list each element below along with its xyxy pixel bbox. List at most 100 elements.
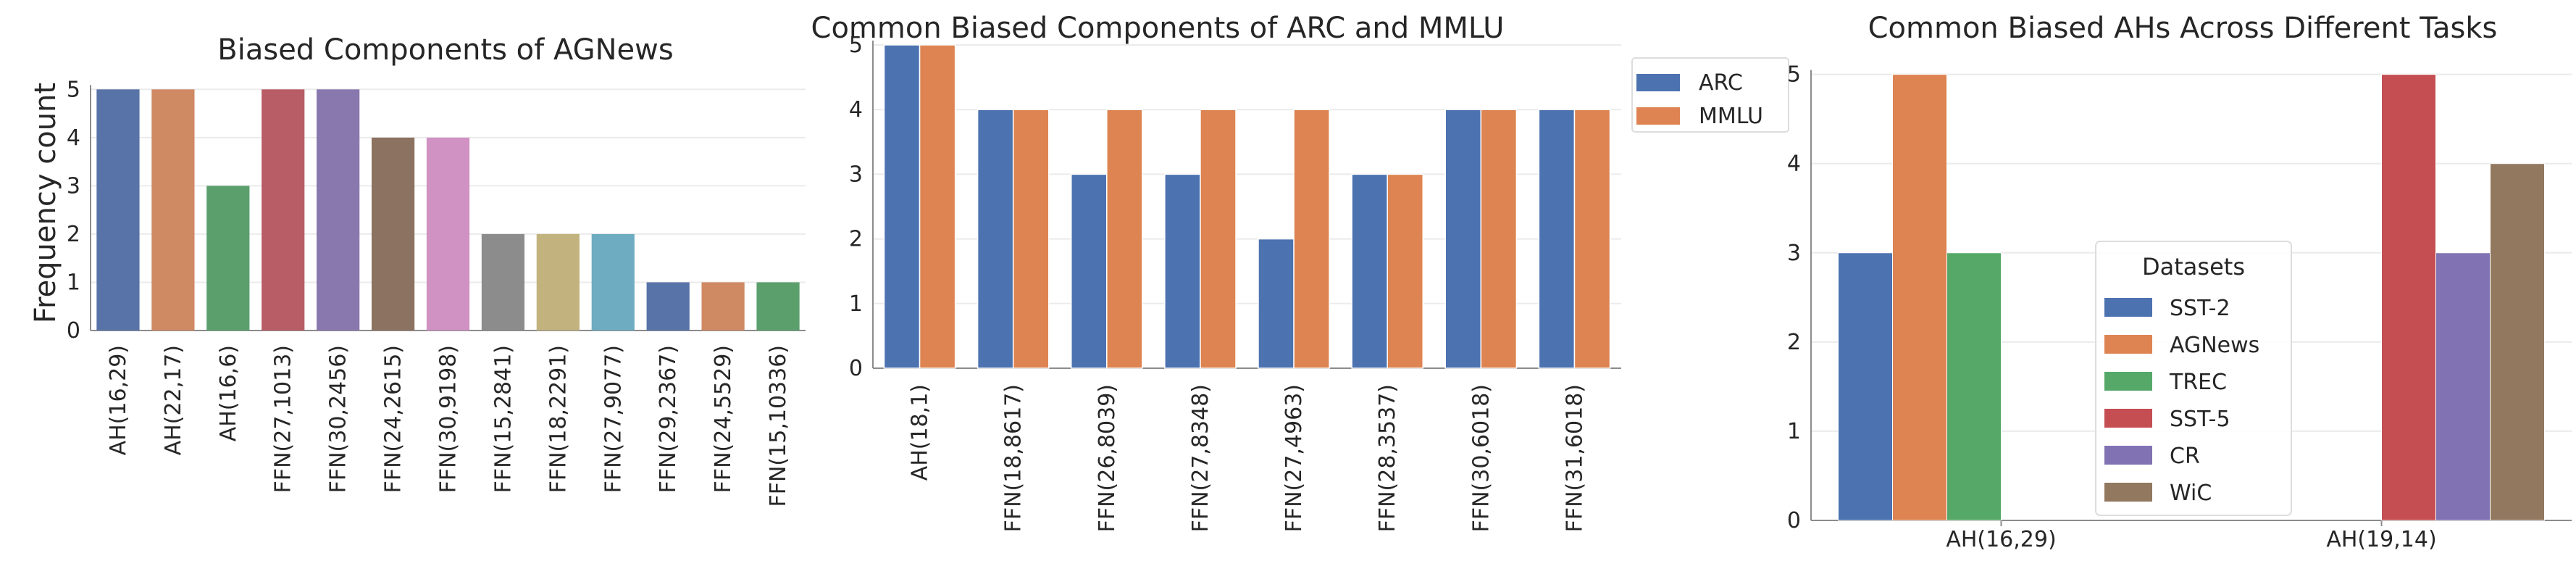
bar-mmlu — [1293, 109, 1330, 369]
bar-mmlu — [919, 44, 956, 369]
x-tick-label: FFN(28,3537) — [1375, 384, 1400, 532]
y-tick-label: 1 — [67, 270, 80, 295]
legend-label: MMLU — [1699, 104, 1763, 129]
arc-mmlu-chart: Common Biased Components of ARC and MMLU… — [811, 12, 1789, 532]
legend-swatch — [2104, 483, 2152, 502]
bar-wic — [2490, 163, 2545, 521]
x-tick-label: FFN(27,8348) — [1188, 384, 1213, 532]
x-tick-label: FFN(15,2841) — [490, 345, 516, 493]
bar-mmlu — [1200, 109, 1237, 369]
legend-swatch — [2104, 298, 2152, 317]
chart-title-arc-mmlu: Common Biased Components of ARC and MMLU — [811, 12, 1505, 45]
y-tick-label: 5 — [67, 77, 80, 102]
y-axis-label: Frequency count — [29, 83, 62, 323]
y-tick-label: 0 — [67, 318, 80, 344]
legend-label: WiC — [2170, 481, 2212, 506]
bar-mmlu — [1387, 173, 1424, 369]
bar-arc — [1258, 238, 1295, 369]
x-tick-label: AH(16,29) — [1946, 527, 2056, 552]
bar-mmlu — [1012, 109, 1050, 369]
y-tick-label: 1 — [1787, 419, 1801, 444]
y-tick-label: 2 — [1787, 330, 1801, 355]
bar — [591, 233, 635, 331]
bar-sst-5 — [2381, 74, 2436, 521]
x-tick-label: FFN(27,1013) — [271, 345, 296, 493]
bar — [96, 89, 140, 331]
y-tick-label: 5 — [1787, 62, 1801, 88]
bar — [262, 89, 305, 331]
y-tick-label: 1 — [849, 291, 863, 317]
bar-mmlu — [1106, 109, 1143, 369]
bar — [536, 233, 580, 331]
legend-label: CR — [2170, 444, 2200, 469]
x-tick-label: FFN(30,2456) — [326, 345, 351, 493]
bar — [481, 233, 525, 331]
legend-swatch — [1636, 107, 1680, 125]
legend-swatch — [1636, 74, 1680, 91]
y-tick-label: 3 — [67, 173, 80, 199]
y-tick-label: 4 — [1787, 151, 1801, 177]
bar-arc — [1070, 173, 1108, 369]
y-tick-label: 3 — [849, 162, 863, 187]
bar-trec — [1946, 252, 2002, 521]
bar-cr — [2435, 252, 2491, 521]
x-tick-label: FFN(24,5529) — [711, 345, 736, 493]
legend-label: SST-2 — [2170, 296, 2230, 321]
bar-arc — [1538, 109, 1576, 369]
x-tick-label: AH(18,1) — [908, 384, 933, 481]
tasks-chart: Common Biased AHs Across Different Tasks… — [1787, 12, 2572, 552]
x-tick-label: FFN(30,6018) — [1468, 384, 1494, 532]
bar — [151, 89, 195, 331]
bar — [371, 137, 415, 331]
y-tick-label: 2 — [67, 222, 80, 247]
legend-swatch — [2104, 409, 2152, 428]
x-tick-label: FFN(27,4963) — [1281, 384, 1307, 532]
x-tick-label: FFN(31,6018) — [1562, 384, 1587, 532]
x-tick-label: FFN(30,9198) — [436, 345, 461, 493]
bar — [317, 89, 360, 331]
legend-label: AGNews — [2170, 333, 2259, 358]
bar-arc — [1444, 109, 1482, 369]
bar-arc — [883, 44, 921, 369]
x-tick-label: AH(16,6) — [216, 345, 241, 441]
legend-swatch — [2104, 446, 2152, 465]
x-tick-label: FFN(27,9077) — [601, 345, 626, 493]
legend-label: ARC — [1699, 70, 1743, 96]
x-tick-label: AH(19,14) — [2326, 527, 2436, 552]
bar — [206, 186, 250, 331]
chart-title-tasks: Common Biased AHs Across Different Tasks — [1868, 12, 2498, 45]
x-tick-label: AH(16,29) — [106, 345, 131, 455]
bar-mmlu — [1573, 109, 1611, 369]
bar-sst-2 — [1838, 252, 1893, 521]
chart-title-agnews: Biased Components of AGNews — [217, 33, 673, 67]
x-tick-label: FFN(26,8039) — [1095, 384, 1120, 532]
agnews-chart: Biased Components of AGNews Frequency co… — [29, 33, 806, 507]
bar — [426, 137, 470, 331]
bar-arc — [1351, 173, 1388, 369]
y-tick-label: 4 — [849, 97, 863, 122]
bar — [646, 282, 690, 331]
legend-swatch — [2104, 335, 2152, 354]
bar-arc — [977, 109, 1014, 369]
y-tick-label: 0 — [849, 356, 863, 381]
y-tick-label: 3 — [1787, 241, 1801, 266]
x-tick-label: FFN(15,10336) — [766, 345, 791, 507]
y-tick-label: 0 — [1787, 508, 1801, 533]
x-tick-label: FFN(18,2291) — [545, 345, 571, 493]
legend-title: Datasets — [2142, 253, 2245, 280]
x-tick-label: FFN(18,8617) — [1001, 384, 1026, 532]
x-tick-label: FFN(29,2367) — [656, 345, 681, 493]
x-tick-label: FFN(24,2615) — [381, 345, 406, 493]
bar-arc — [1164, 173, 1201, 369]
legend-swatch — [2104, 372, 2152, 391]
legend-label: SST-5 — [2170, 407, 2230, 432]
bar — [701, 282, 745, 331]
y-tick-label: 2 — [849, 227, 863, 252]
y-tick-label: 5 — [849, 33, 863, 58]
y-tick-label: 4 — [67, 125, 80, 151]
bar-mmlu — [1480, 109, 1518, 369]
x-tick-label: AH(22,17) — [161, 345, 186, 455]
bar-agnews — [1892, 74, 1947, 521]
legend-label: TREC — [2169, 370, 2227, 395]
